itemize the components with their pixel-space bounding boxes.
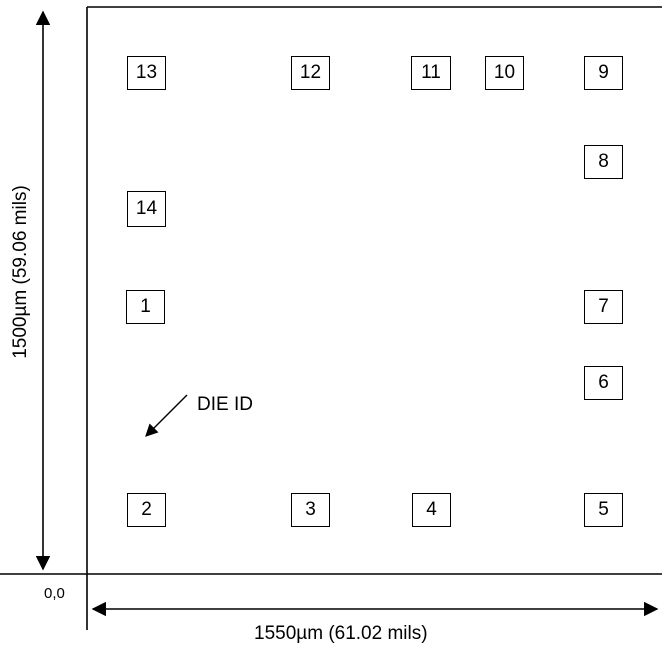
bond-pad-11: 11 bbox=[411, 56, 451, 90]
bond-pad-3: 3 bbox=[291, 493, 330, 527]
bond-pad-7: 7 bbox=[584, 290, 623, 324]
bond-pad-5: 5 bbox=[584, 493, 623, 527]
origin-label: 0,0 bbox=[44, 585, 65, 602]
width-label: 1550µm (61.02 mils) bbox=[254, 623, 428, 644]
bond-pad-14: 14 bbox=[127, 191, 166, 227]
bond-pad-13: 13 bbox=[127, 56, 166, 90]
height-label: 1500µm (59.06 mils) bbox=[10, 185, 31, 359]
bond-pad-8: 8 bbox=[584, 145, 623, 179]
die-id-label: DIE ID bbox=[197, 394, 253, 415]
bond-pad-6: 6 bbox=[584, 366, 623, 400]
bond-pad-10: 10 bbox=[485, 56, 524, 90]
bond-pad-9: 9 bbox=[584, 56, 623, 90]
bond-pad-2: 2 bbox=[127, 493, 166, 527]
bond-pad-4: 4 bbox=[412, 493, 451, 527]
bond-pad-12: 12 bbox=[291, 56, 330, 90]
die-id-pointer-arrow bbox=[145, 394, 188, 437]
bond-pad-1: 1 bbox=[126, 290, 165, 324]
